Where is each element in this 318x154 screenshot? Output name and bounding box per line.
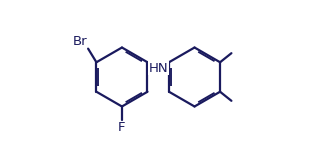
Text: Br: Br <box>73 35 87 48</box>
Text: HN: HN <box>149 62 168 75</box>
Text: F: F <box>118 121 126 134</box>
